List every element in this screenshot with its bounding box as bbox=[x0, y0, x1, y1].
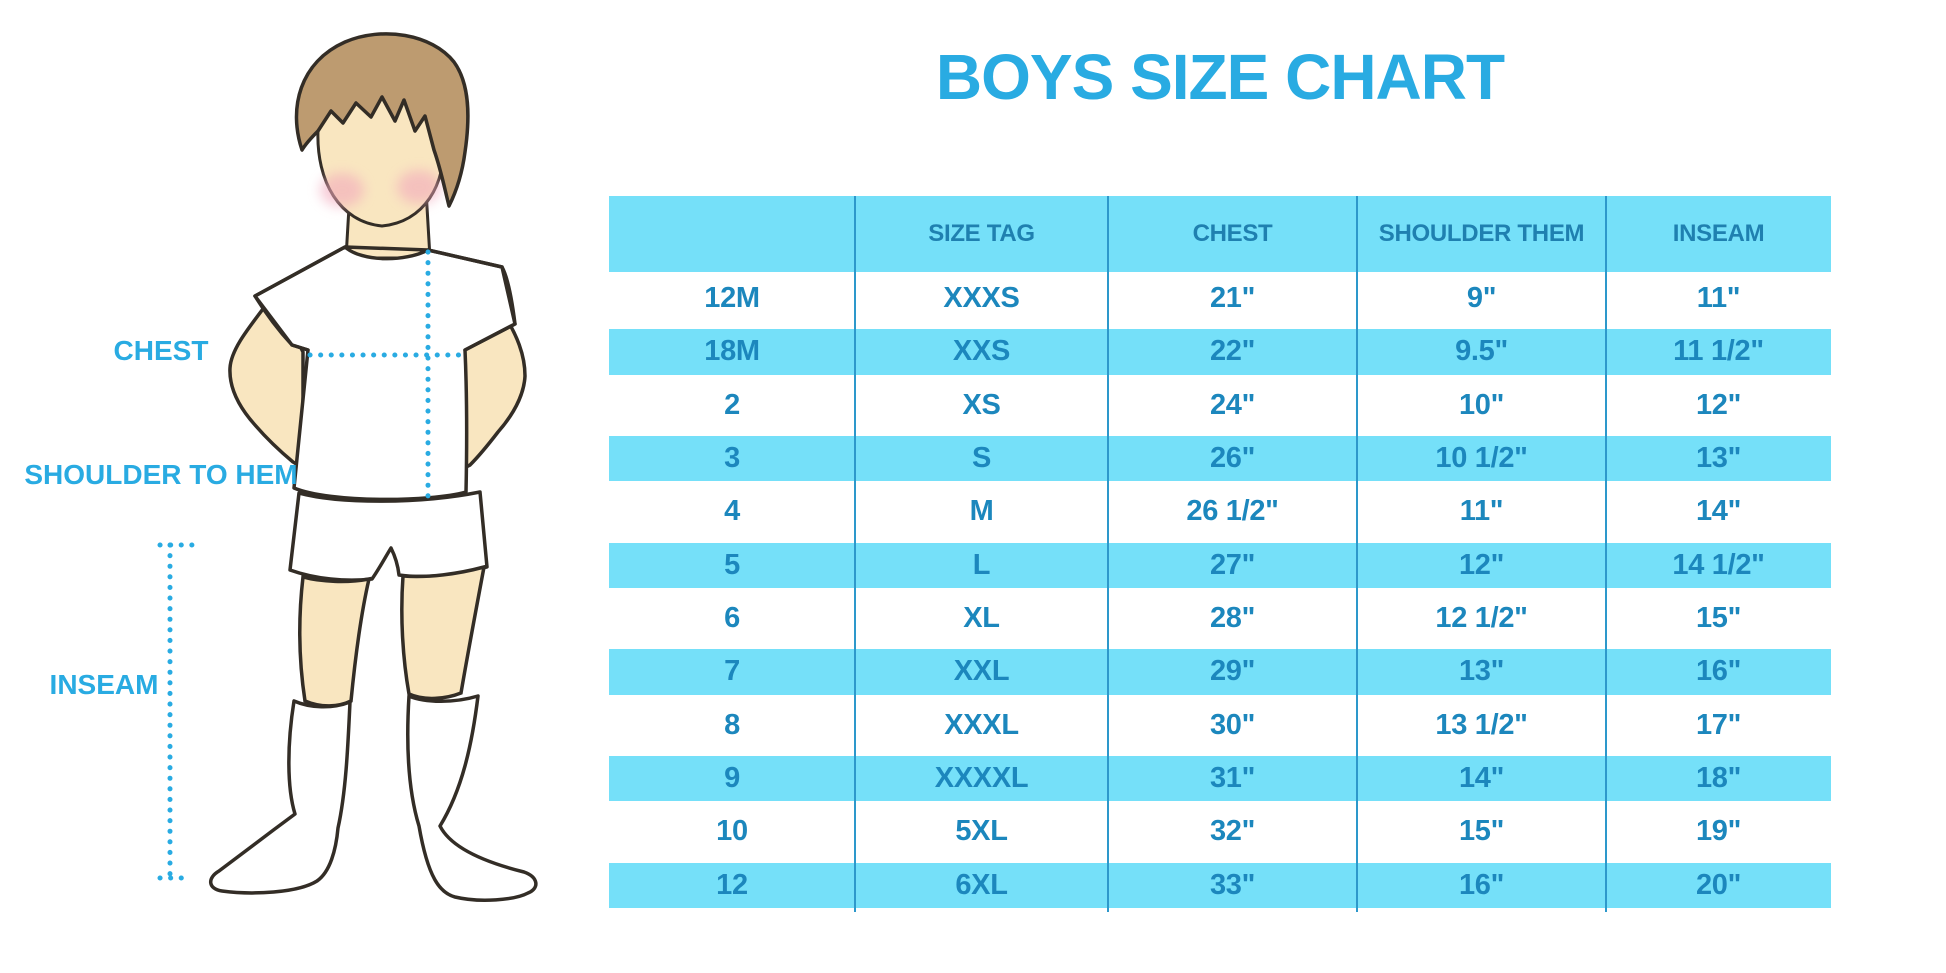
table-cell: 9" bbox=[1466, 282, 1497, 315]
table-cell: 11 1/2" bbox=[1673, 335, 1764, 368]
table-cell: 32" bbox=[1209, 815, 1256, 848]
column-header-chest: CHEST bbox=[1192, 220, 1273, 247]
boy-shorts bbox=[288, 490, 489, 582]
boy-measurement-illustration: CHEST SHOULDER TO HEM INSEAM bbox=[24, 32, 538, 902]
table-cell: 13 1/2" bbox=[1435, 708, 1528, 741]
table-cell: 14" bbox=[1458, 762, 1505, 795]
table-cell: XXXS bbox=[943, 282, 1020, 315]
table-cell: 31" bbox=[1209, 762, 1256, 795]
column-header-shoulder-them: SHOULDER THEM bbox=[1378, 220, 1585, 247]
table-cell: 7 bbox=[724, 655, 740, 688]
table-cell: 12M bbox=[704, 282, 760, 315]
table-cell: 11" bbox=[1459, 495, 1504, 528]
table-cell: XL bbox=[963, 602, 1000, 635]
table-cell: XS bbox=[962, 388, 1001, 421]
table-row: 18M XXS 22" 9.5" 11 1/2" bbox=[609, 325, 1831, 379]
table-cell: 6XL bbox=[955, 868, 1008, 901]
table-cell: 12 1/2" bbox=[1435, 602, 1528, 635]
table-row: 4 M 26 1/2" 11" 14" bbox=[609, 485, 1831, 538]
boy-hair bbox=[294, 32, 470, 208]
table-cell: 17" bbox=[1695, 708, 1742, 741]
table-header-row: SIZE TAG CHEST SHOULDER THEM INSEAM bbox=[609, 196, 1831, 272]
table-row: 9 XXXXL 31" 14" 18" bbox=[609, 751, 1831, 806]
table-cell: 10 1/2" bbox=[1435, 442, 1528, 475]
table-cell: 5XL bbox=[955, 815, 1008, 848]
table-row: 3 S 26" 10 1/2" 13" bbox=[609, 431, 1831, 486]
table-cell: 26" bbox=[1209, 442, 1256, 475]
table-cell: 26 1/2" bbox=[1186, 495, 1279, 528]
shoulder-to-hem-label: SHOULDER TO HEM bbox=[24, 459, 297, 490]
boy-sock-right bbox=[406, 694, 538, 902]
table-cell: 6 bbox=[724, 602, 740, 635]
column-header-inseam: INSEAM bbox=[1672, 220, 1765, 247]
table-cell: XXXXL bbox=[934, 762, 1029, 795]
table-cell: 3 bbox=[724, 442, 740, 475]
table-cell: 19" bbox=[1695, 815, 1742, 848]
boy-tshirt-outline bbox=[253, 245, 517, 352]
boy-cheek-left bbox=[320, 173, 364, 207]
table-cell: 18M bbox=[704, 335, 760, 368]
table-cell: 2 bbox=[724, 388, 740, 421]
table-cell: 12" bbox=[1695, 388, 1742, 421]
size-table: SIZE TAG CHEST SHOULDER THEM INSEAM 12M X… bbox=[609, 196, 1831, 912]
table-cell: 13" bbox=[1695, 442, 1742, 475]
boy-knee-left bbox=[298, 574, 372, 708]
table-cell: 9.5" bbox=[1455, 335, 1508, 368]
table-cell: 12" bbox=[1458, 548, 1505, 581]
table-row: 2 XS 24" 10" 12" bbox=[609, 379, 1831, 432]
table-cell: 16" bbox=[1458, 868, 1505, 901]
table-cell: 24" bbox=[1209, 388, 1256, 421]
table-cell: 20" bbox=[1695, 868, 1742, 901]
table-row: 7 XXL 29" 13" 16" bbox=[609, 645, 1831, 699]
table-row: 8 XXXL 30" 13 1/2" 17" bbox=[609, 699, 1831, 752]
table-cell: 18" bbox=[1695, 762, 1742, 795]
table-cell: S bbox=[971, 442, 992, 475]
boy-tshirt bbox=[253, 245, 517, 502]
table-cell: 8 bbox=[724, 708, 740, 741]
table-body: 12M XXXS 21" 9" 11" 18M XXS 22" 9.5" 11 1/2" 2 XS 24… bbox=[609, 272, 1831, 912]
table-cell: 21" bbox=[1209, 282, 1256, 315]
table-cell: 15" bbox=[1458, 815, 1505, 848]
inseam-label: INSEAM bbox=[50, 669, 159, 700]
boy-sock-left bbox=[209, 699, 352, 895]
boy-cheek-right bbox=[397, 170, 441, 204]
table-cell: 30" bbox=[1209, 708, 1256, 741]
table-row: 6 XL 28" 12 1/2" 15" bbox=[609, 592, 1831, 645]
table-cell: XXS bbox=[952, 335, 1011, 368]
table-cell: XXL bbox=[953, 655, 1010, 688]
table-cell: XXXL bbox=[944, 708, 1019, 741]
table-row: 12 6XL 33" 16" 20" bbox=[609, 858, 1831, 912]
table-cell: 11" bbox=[1696, 282, 1741, 315]
table-cell: 29" bbox=[1209, 655, 1256, 688]
table-cell: 4 bbox=[724, 495, 740, 528]
table-cell: 10 bbox=[716, 815, 748, 848]
table-cell: 14" bbox=[1695, 495, 1742, 528]
table-cell: 27" bbox=[1209, 548, 1256, 581]
column-header-size bbox=[609, 196, 855, 272]
table-row: 10 5XL 32" 15" 19" bbox=[609, 805, 1831, 858]
chest-label: CHEST bbox=[114, 335, 209, 366]
table-cell: 10" bbox=[1458, 388, 1505, 421]
table-cell: 14 1/2" bbox=[1672, 548, 1765, 581]
table-cell: 9 bbox=[724, 762, 740, 795]
table-cell: 12 bbox=[716, 868, 748, 901]
table-cell: M bbox=[969, 495, 994, 528]
table-cell: 33" bbox=[1209, 868, 1256, 901]
column-header-size-tag: SIZE TAG bbox=[928, 220, 1035, 247]
table-cell: 13" bbox=[1458, 655, 1505, 688]
table-row: 5 L 27" 12" 14 1/2" bbox=[609, 538, 1831, 592]
table-cell: 16" bbox=[1695, 655, 1742, 688]
table-cell: 15" bbox=[1695, 602, 1742, 635]
page-title: BOYS SIZE CHART bbox=[935, 41, 1505, 113]
table-cell: L bbox=[972, 548, 991, 581]
table-cell: 22" bbox=[1209, 335, 1256, 368]
table-row: 12M XXXS 21" 9" 11" bbox=[609, 272, 1831, 325]
table-cell: 5 bbox=[724, 548, 740, 581]
boy-knee-right bbox=[400, 564, 487, 701]
table-cell: 28" bbox=[1209, 602, 1256, 635]
